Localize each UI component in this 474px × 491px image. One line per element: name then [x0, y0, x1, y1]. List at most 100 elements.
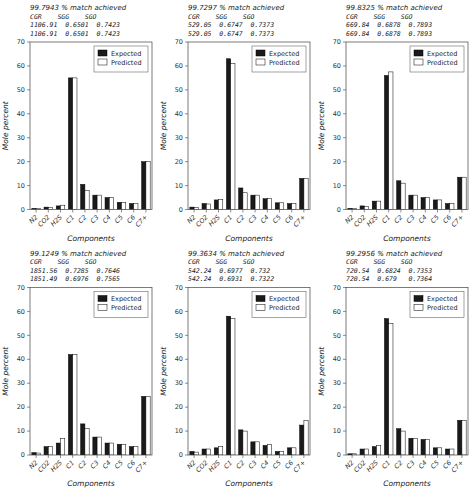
y-tick-label: 50 [17, 86, 25, 94]
y-tick [185, 137, 188, 138]
bar [97, 195, 101, 209]
x-tick-label: C4 [259, 213, 271, 225]
x-axis-label: Components [383, 234, 431, 243]
y-axis-label: Mole percent [159, 100, 168, 150]
bar [280, 203, 284, 210]
x-tick [376, 455, 377, 458]
bar [304, 420, 308, 455]
x-tick [109, 210, 110, 213]
bar [413, 438, 417, 455]
y-tick-label: 30 [175, 134, 183, 142]
legend-swatch [98, 50, 107, 56]
bars [190, 316, 308, 455]
y-tick-label: 10 [333, 427, 341, 435]
bar [243, 431, 247, 455]
legend-frame [94, 46, 148, 72]
bar [109, 443, 113, 455]
legend-swatch [98, 305, 107, 311]
bar [190, 207, 194, 209]
bar [73, 78, 77, 210]
x-tick-label: H2S [365, 459, 380, 474]
bar [56, 206, 60, 210]
bar [134, 204, 138, 210]
x-tick [364, 210, 365, 213]
bar [146, 162, 150, 210]
y-tick [343, 209, 346, 210]
annotation: 669.84 0.6878 0.7893 [346, 30, 432, 38]
x-tick [133, 455, 134, 458]
bar [239, 430, 243, 455]
bar [263, 199, 267, 210]
y-tick [343, 89, 346, 90]
x-tick [121, 455, 122, 458]
x-axis-label: Components [67, 234, 115, 243]
bar [397, 181, 401, 210]
x-tick [230, 455, 231, 458]
annotation: CGR SGG SGO [346, 258, 413, 266]
x-tick-label: C2 [235, 213, 247, 225]
bar [117, 444, 121, 455]
annotation: CGR SGG SGO [30, 13, 97, 21]
x-tick [291, 455, 292, 458]
x-tick [255, 210, 256, 213]
x-tick [461, 455, 462, 458]
y-tick [343, 359, 346, 360]
panel: 99.1249 % match achievedCGR SGG SGO1851.… [1, 250, 152, 489]
x-tick [206, 455, 207, 458]
y-tick-label: 50 [333, 332, 341, 340]
bar [226, 316, 230, 455]
bar [364, 449, 368, 455]
y-tick-label: 20 [333, 158, 341, 166]
bar [105, 443, 109, 455]
x-tick-label: C5 [271, 213, 283, 225]
annotation: 529.05 0.6747 0.7373 [188, 21, 274, 29]
bars [190, 59, 308, 210]
bar [231, 319, 235, 455]
bar [372, 447, 376, 455]
x-tick [303, 455, 304, 458]
x-tick [388, 210, 389, 213]
y-tick [185, 431, 188, 432]
y-tick [185, 455, 188, 456]
x-axis-label: Components [383, 479, 431, 488]
bar [438, 200, 442, 210]
bar [425, 198, 429, 210]
bar [44, 207, 48, 209]
annotation: 1851.56 0.7285 0.7646 [30, 267, 120, 275]
bar [251, 195, 255, 209]
x-tick [121, 210, 122, 213]
x-tick [230, 210, 231, 213]
x-tick-label: C2 [77, 213, 89, 225]
panel: 99.7297 % match achievedCGR SGG SGO529.0… [159, 4, 310, 243]
bar [462, 177, 466, 209]
x-tick-label: C4 [259, 459, 271, 471]
x-tick [352, 455, 353, 458]
bar [425, 439, 429, 455]
legend-swatch [414, 50, 423, 56]
x-tick [303, 210, 304, 213]
bar [214, 200, 218, 210]
y-tick-label: 50 [175, 86, 183, 94]
y-tick [185, 335, 188, 336]
x-tick-label: C3 [405, 213, 417, 225]
annotation: 1851.49 0.6976 0.7565 [30, 275, 120, 283]
y-tick [185, 383, 188, 384]
x-tick [449, 210, 450, 213]
bar [122, 444, 126, 455]
y-tick-label: 10 [17, 182, 25, 190]
panel: 99.8325 % match achievedCGR SGG SGO669.8… [317, 4, 468, 243]
x-tick [242, 210, 243, 213]
y-tick-label: 30 [17, 134, 25, 142]
bar [93, 195, 97, 209]
bar [61, 205, 65, 209]
y-tick-label: 20 [175, 158, 183, 166]
annotation: CGR SGG SGO [30, 258, 97, 266]
bar [280, 451, 284, 455]
bar [206, 204, 210, 210]
bar [275, 203, 279, 210]
x-tick [206, 210, 207, 213]
y-tick-label: 40 [333, 110, 341, 118]
bar [117, 202, 121, 209]
bar [122, 202, 126, 209]
legend-label: Predicted [111, 59, 142, 67]
